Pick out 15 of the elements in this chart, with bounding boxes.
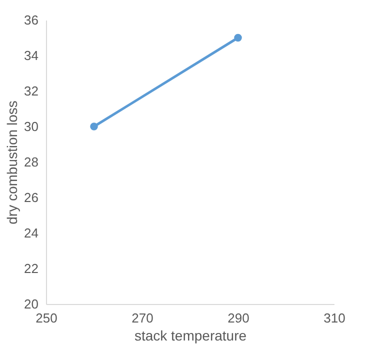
x-tick-label: 310 — [324, 310, 346, 326]
y-tick-label: 34 — [24, 48, 38, 63]
y-tick-label: 28 — [24, 154, 38, 170]
y-tick-label: 22 — [24, 261, 38, 276]
y-tick-label: 24 — [24, 226, 38, 240]
x-tick-label: 250 — [36, 310, 58, 326]
y-tick-label: 26 — [24, 190, 38, 205]
y-tick-label: 36 — [24, 12, 38, 28]
y-axis-title: dry combustion loss — [4, 100, 20, 224]
y-tick-label: 30 — [24, 119, 38, 134]
x-tick-label: 290 — [228, 310, 250, 326]
x-tick-label: 270 — [132, 310, 154, 326]
y-tick-label: 20 — [24, 296, 38, 312]
x-axis-title: stack temperature — [134, 328, 247, 344]
y-tick-label: 32 — [24, 84, 38, 98]
